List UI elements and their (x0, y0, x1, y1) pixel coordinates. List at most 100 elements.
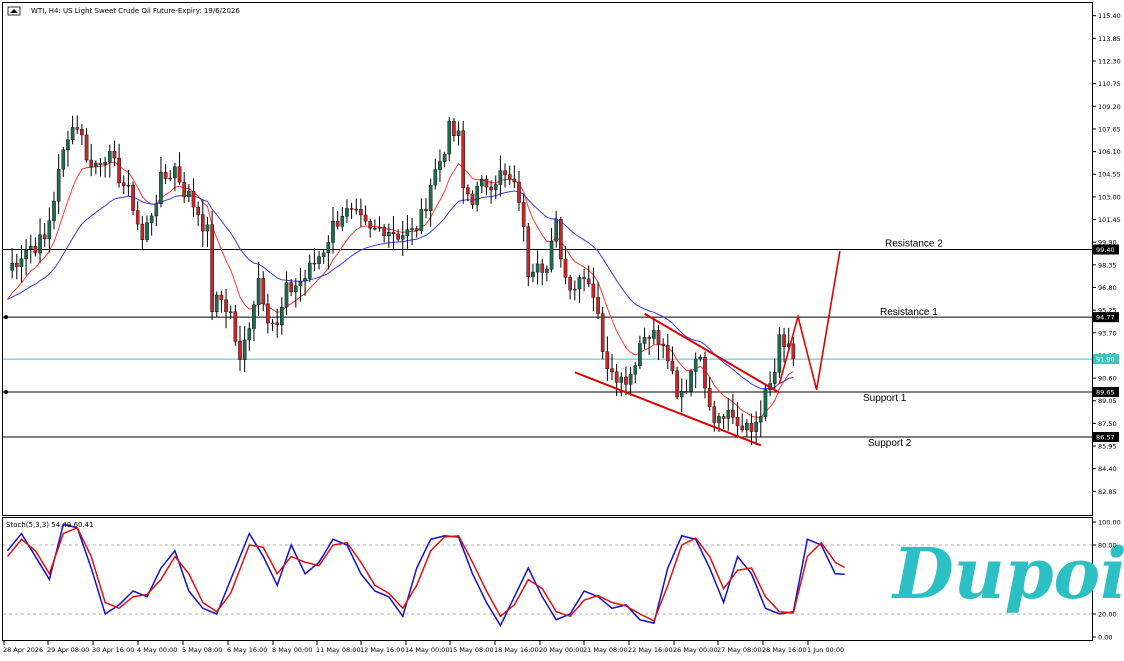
candle (745, 419, 749, 437)
candle-body (10, 263, 14, 271)
candle (405, 215, 410, 249)
price-tick-label: 96.80 (1098, 284, 1117, 292)
candle-body (693, 358, 698, 372)
candle-body (512, 178, 517, 183)
level-label: Support 2 (868, 438, 912, 449)
candle-body (321, 252, 326, 257)
candle-body (345, 208, 349, 217)
candle (266, 293, 270, 334)
candle-body (228, 311, 233, 313)
price-badge-label: 94.77 (1096, 314, 1115, 322)
candle-body (545, 269, 549, 273)
candle (480, 175, 484, 194)
candle-body (619, 376, 624, 383)
title-marker-icon (7, 6, 21, 16)
candle-body (684, 391, 689, 393)
candle (447, 117, 452, 162)
candle-body (489, 186, 493, 190)
price-badge-label: 86.57 (1096, 433, 1115, 441)
candle-body (52, 201, 56, 221)
candle (228, 305, 233, 320)
candle-body (679, 391, 684, 398)
candle (200, 199, 205, 248)
candle-body (210, 224, 214, 313)
candle (326, 235, 331, 270)
candle-body (745, 422, 749, 431)
candle-body (284, 282, 289, 308)
candle (24, 239, 28, 276)
candle (335, 211, 340, 230)
candle (163, 164, 168, 184)
time-tick-label: 28 Apr 2026 (3, 646, 43, 654)
candle-body (410, 228, 414, 230)
candle (19, 245, 24, 283)
candle-body (317, 256, 321, 264)
candle-body (666, 345, 670, 362)
price-tick-label: 82.85 (1098, 488, 1117, 496)
candle-body (135, 210, 140, 225)
candle-body (405, 229, 410, 236)
candle (298, 267, 303, 302)
candle-body (298, 280, 303, 287)
candle-body (340, 216, 345, 227)
candle-body (642, 337, 647, 344)
candle-body (763, 389, 768, 417)
price-tick-label: 99.90 (1098, 239, 1117, 247)
candle (549, 228, 554, 273)
candle-body (80, 129, 84, 136)
candle-body (466, 187, 470, 195)
candle (545, 265, 549, 282)
price-badge-label: 89.65 (1096, 388, 1115, 396)
channel-lower-line (574, 371, 762, 447)
time-tick-label: 20 May 00:00 (539, 646, 584, 654)
candle (419, 198, 424, 235)
price-tick-label: 84.40 (1098, 465, 1117, 473)
candle (14, 253, 19, 280)
candle-body (61, 149, 66, 170)
candle (721, 413, 726, 429)
candle (684, 379, 689, 394)
price-tick-label: 113.85 (1098, 35, 1121, 43)
price-tick-label: 104.55 (1098, 171, 1121, 179)
candle-body (154, 203, 159, 217)
candle-body (163, 172, 168, 179)
candle-body (573, 288, 577, 291)
candle-body (219, 294, 224, 300)
candle (573, 280, 577, 301)
candle-body (159, 172, 163, 204)
candle (400, 221, 405, 256)
candle (219, 290, 224, 313)
candle (568, 274, 572, 300)
candle-body (42, 234, 47, 240)
candle (280, 297, 284, 335)
candle (693, 352, 698, 389)
candle (363, 205, 368, 225)
candle-body (214, 294, 219, 313)
price-tick-label: 110.75 (1098, 80, 1121, 88)
candle (10, 248, 14, 279)
candle-body (521, 202, 526, 227)
candle-body (117, 157, 121, 183)
candle-body (359, 209, 363, 216)
candle (619, 372, 624, 397)
candle-body (777, 334, 782, 373)
stochastic-lines (3, 523, 1092, 628)
candle-body (596, 297, 600, 314)
candle-body (442, 153, 447, 162)
candle (80, 124, 84, 145)
candle (689, 369, 693, 397)
candle (503, 163, 507, 188)
channel-upper-line (644, 312, 780, 394)
candle (307, 254, 312, 282)
candle (242, 326, 247, 373)
candle (224, 288, 228, 329)
candle-body (633, 365, 638, 375)
candles (10, 115, 796, 446)
candle (321, 249, 326, 264)
candle (433, 158, 438, 190)
candle-body (335, 220, 340, 227)
candle (424, 198, 428, 219)
candle (726, 397, 731, 431)
candle (670, 346, 675, 375)
